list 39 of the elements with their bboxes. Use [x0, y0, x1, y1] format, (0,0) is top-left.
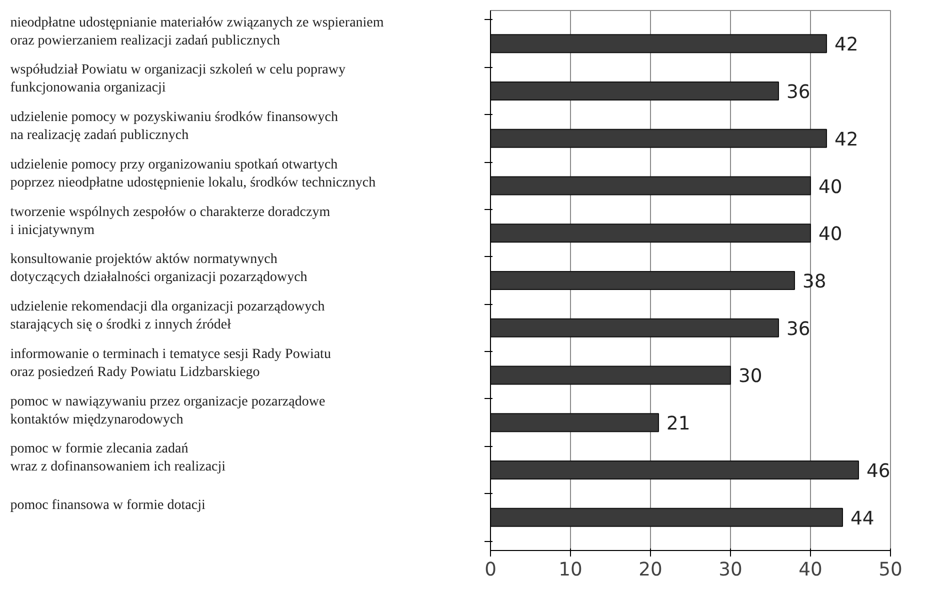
bar	[490, 82, 779, 101]
x-tick-label: 50	[878, 560, 902, 580]
y-tick-label: pomoc w formie zlecania zadań wraz z dofinansowaniem ich realizacji	[10, 442, 226, 475]
data-label: 30	[738, 366, 762, 388]
data-label: 42	[834, 129, 858, 150]
data-label: 36	[786, 82, 810, 104]
y-tick-label: pomoc w nawiązywaniu przez organizacje pozarządowe kontaktów międzynarodowych	[10, 394, 326, 428]
x-tick-label: 10	[558, 560, 582, 580]
y-tick-label: współudział Powiatu w organizacji szkoleń w celu poprawy funkcjonowania organizacji	[10, 62, 346, 96]
data-label: 44	[850, 508, 874, 530]
y-tick-label: informowanie o terminach i tematyce sesji Rady Powiatu oraz posiedzeń Rady Powiatu Lidzbarskiego	[10, 346, 331, 380]
bar	[490, 508, 843, 527]
y-tick-label: nieodpłatne udostępnianie materiałów związanych ze wspieraniem oraz powierzaniem realizacji zadań publicznych	[10, 15, 384, 48]
data-label: 42	[834, 34, 858, 56]
bar	[490, 413, 659, 432]
bar	[490, 34, 827, 54]
x-tick-label: 20	[638, 560, 662, 580]
data-label: 36	[786, 318, 810, 340]
bar	[490, 176, 811, 196]
bar	[490, 224, 811, 243]
bar	[490, 366, 731, 385]
data-label: 38	[802, 272, 826, 292]
x-tick-label: 30	[718, 560, 742, 580]
bar	[490, 318, 779, 338]
data-label: 40	[818, 224, 842, 246]
data-label: 40	[818, 176, 842, 198]
y-tick-label: pomoc finansowa w formie dotacji	[10, 498, 206, 513]
y-tick-label: udzielenie rekomendacji dla organizacji pozarządowych starających się o środki z innych źródeł	[10, 300, 325, 333]
y-tick-label: tworzenie wspólnych zespołów o charakterze doradczym i inicjatywnym	[10, 204, 330, 238]
y-tick-label: udzielenie pomocy przy organizowaniu spotkań otwartych poprzez nieodpłatne udostępnienie lokalu, środków technicznych	[10, 157, 376, 190]
x-tick-label: 40	[798, 560, 822, 580]
bar	[490, 271, 795, 290]
data-label: 21	[666, 414, 690, 435]
y-tick-label: udzielenie pomocy w pozyskiwaniu środków finansowych na realizację zadań publicznych	[10, 110, 338, 144]
y-tick-label: konsultowanie projektów aktów normatywnych dotyczących działalności organizacji pozarządowych	[10, 252, 308, 286]
bar	[490, 128, 827, 148]
x-tick-label: 0	[484, 560, 496, 580]
bar	[490, 460, 859, 480]
data-label: 46	[866, 460, 890, 482]
